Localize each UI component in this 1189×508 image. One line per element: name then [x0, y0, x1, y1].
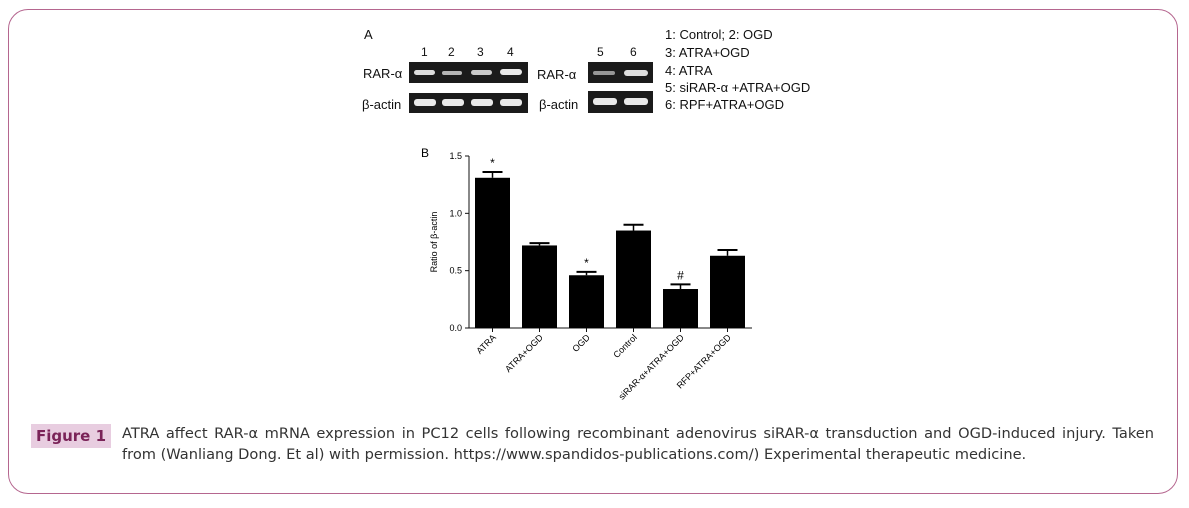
- legend-line: 3: ATRA+OGD: [665, 45, 750, 60]
- y-tick-label: 0.0: [449, 323, 462, 333]
- figure-tag: Figure 1: [31, 424, 111, 448]
- bar-chart: B Ratio of β-actin 0.0 0.5 1.0 1.5 * ATRA ATR…: [421, 146, 752, 402]
- gel2-beta-actin-label: β-actin: [539, 97, 579, 112]
- figure-caption: ATRA affect RAR-α mRNA expression in PC1…: [122, 425, 1154, 463]
- gel1-rar-alpha-label: RAR-α: [363, 66, 403, 81]
- panel-b-label: B: [421, 146, 429, 160]
- legend-line: 4: ATRA: [665, 63, 713, 78]
- x-tick-label: ATRA: [474, 332, 498, 356]
- legend-line: 6: RPF+ATRA+OGD: [665, 97, 784, 112]
- significance-marker: *: [584, 256, 589, 270]
- gel1-lane-number: 1: [421, 45, 428, 59]
- bar: [616, 230, 651, 328]
- gel1-lane-number: 4: [507, 45, 514, 59]
- y-axis-label: Ratio of β-actin: [429, 212, 439, 273]
- gel2-beta-actin-blot: [588, 91, 653, 113]
- x-tick-label: OGD: [570, 332, 592, 354]
- gel1-beta-actin-label: β-actin: [362, 97, 402, 112]
- bar: [475, 177, 510, 328]
- gel1-lane-number: 2: [448, 45, 455, 59]
- bar: [663, 289, 698, 328]
- x-tick-label: Control: [611, 332, 639, 360]
- legend-line: 1: Control; 2: OGD: [665, 27, 773, 42]
- bar: [569, 275, 604, 328]
- y-tick-label: 1.0: [449, 208, 462, 218]
- bar: [522, 245, 557, 328]
- gel2-rar-alpha-label: RAR-α: [537, 67, 577, 82]
- gel1-rar-alpha-blot: [409, 62, 528, 83]
- gel2-rar-alpha-blot: [588, 62, 653, 83]
- significance-marker: *: [490, 156, 495, 170]
- y-tick-label: 1.5: [449, 151, 462, 161]
- panel-a-label: A: [364, 27, 373, 42]
- bar: [710, 255, 745, 328]
- legend-line: 5: siRAR-α +ATRA+OGD: [665, 80, 811, 95]
- gel1-beta-actin-blot: [409, 93, 528, 113]
- gel1-lane-number: 3: [477, 45, 484, 59]
- y-tick-label: 0.5: [449, 266, 462, 276]
- gel2-lane-number: 5: [597, 45, 604, 59]
- figure-frame: [8, 9, 1178, 494]
- x-tick-label: ATRA+OGD: [503, 332, 545, 374]
- gel2-lane-number: 6: [630, 45, 637, 59]
- significance-marker: #: [677, 268, 684, 282]
